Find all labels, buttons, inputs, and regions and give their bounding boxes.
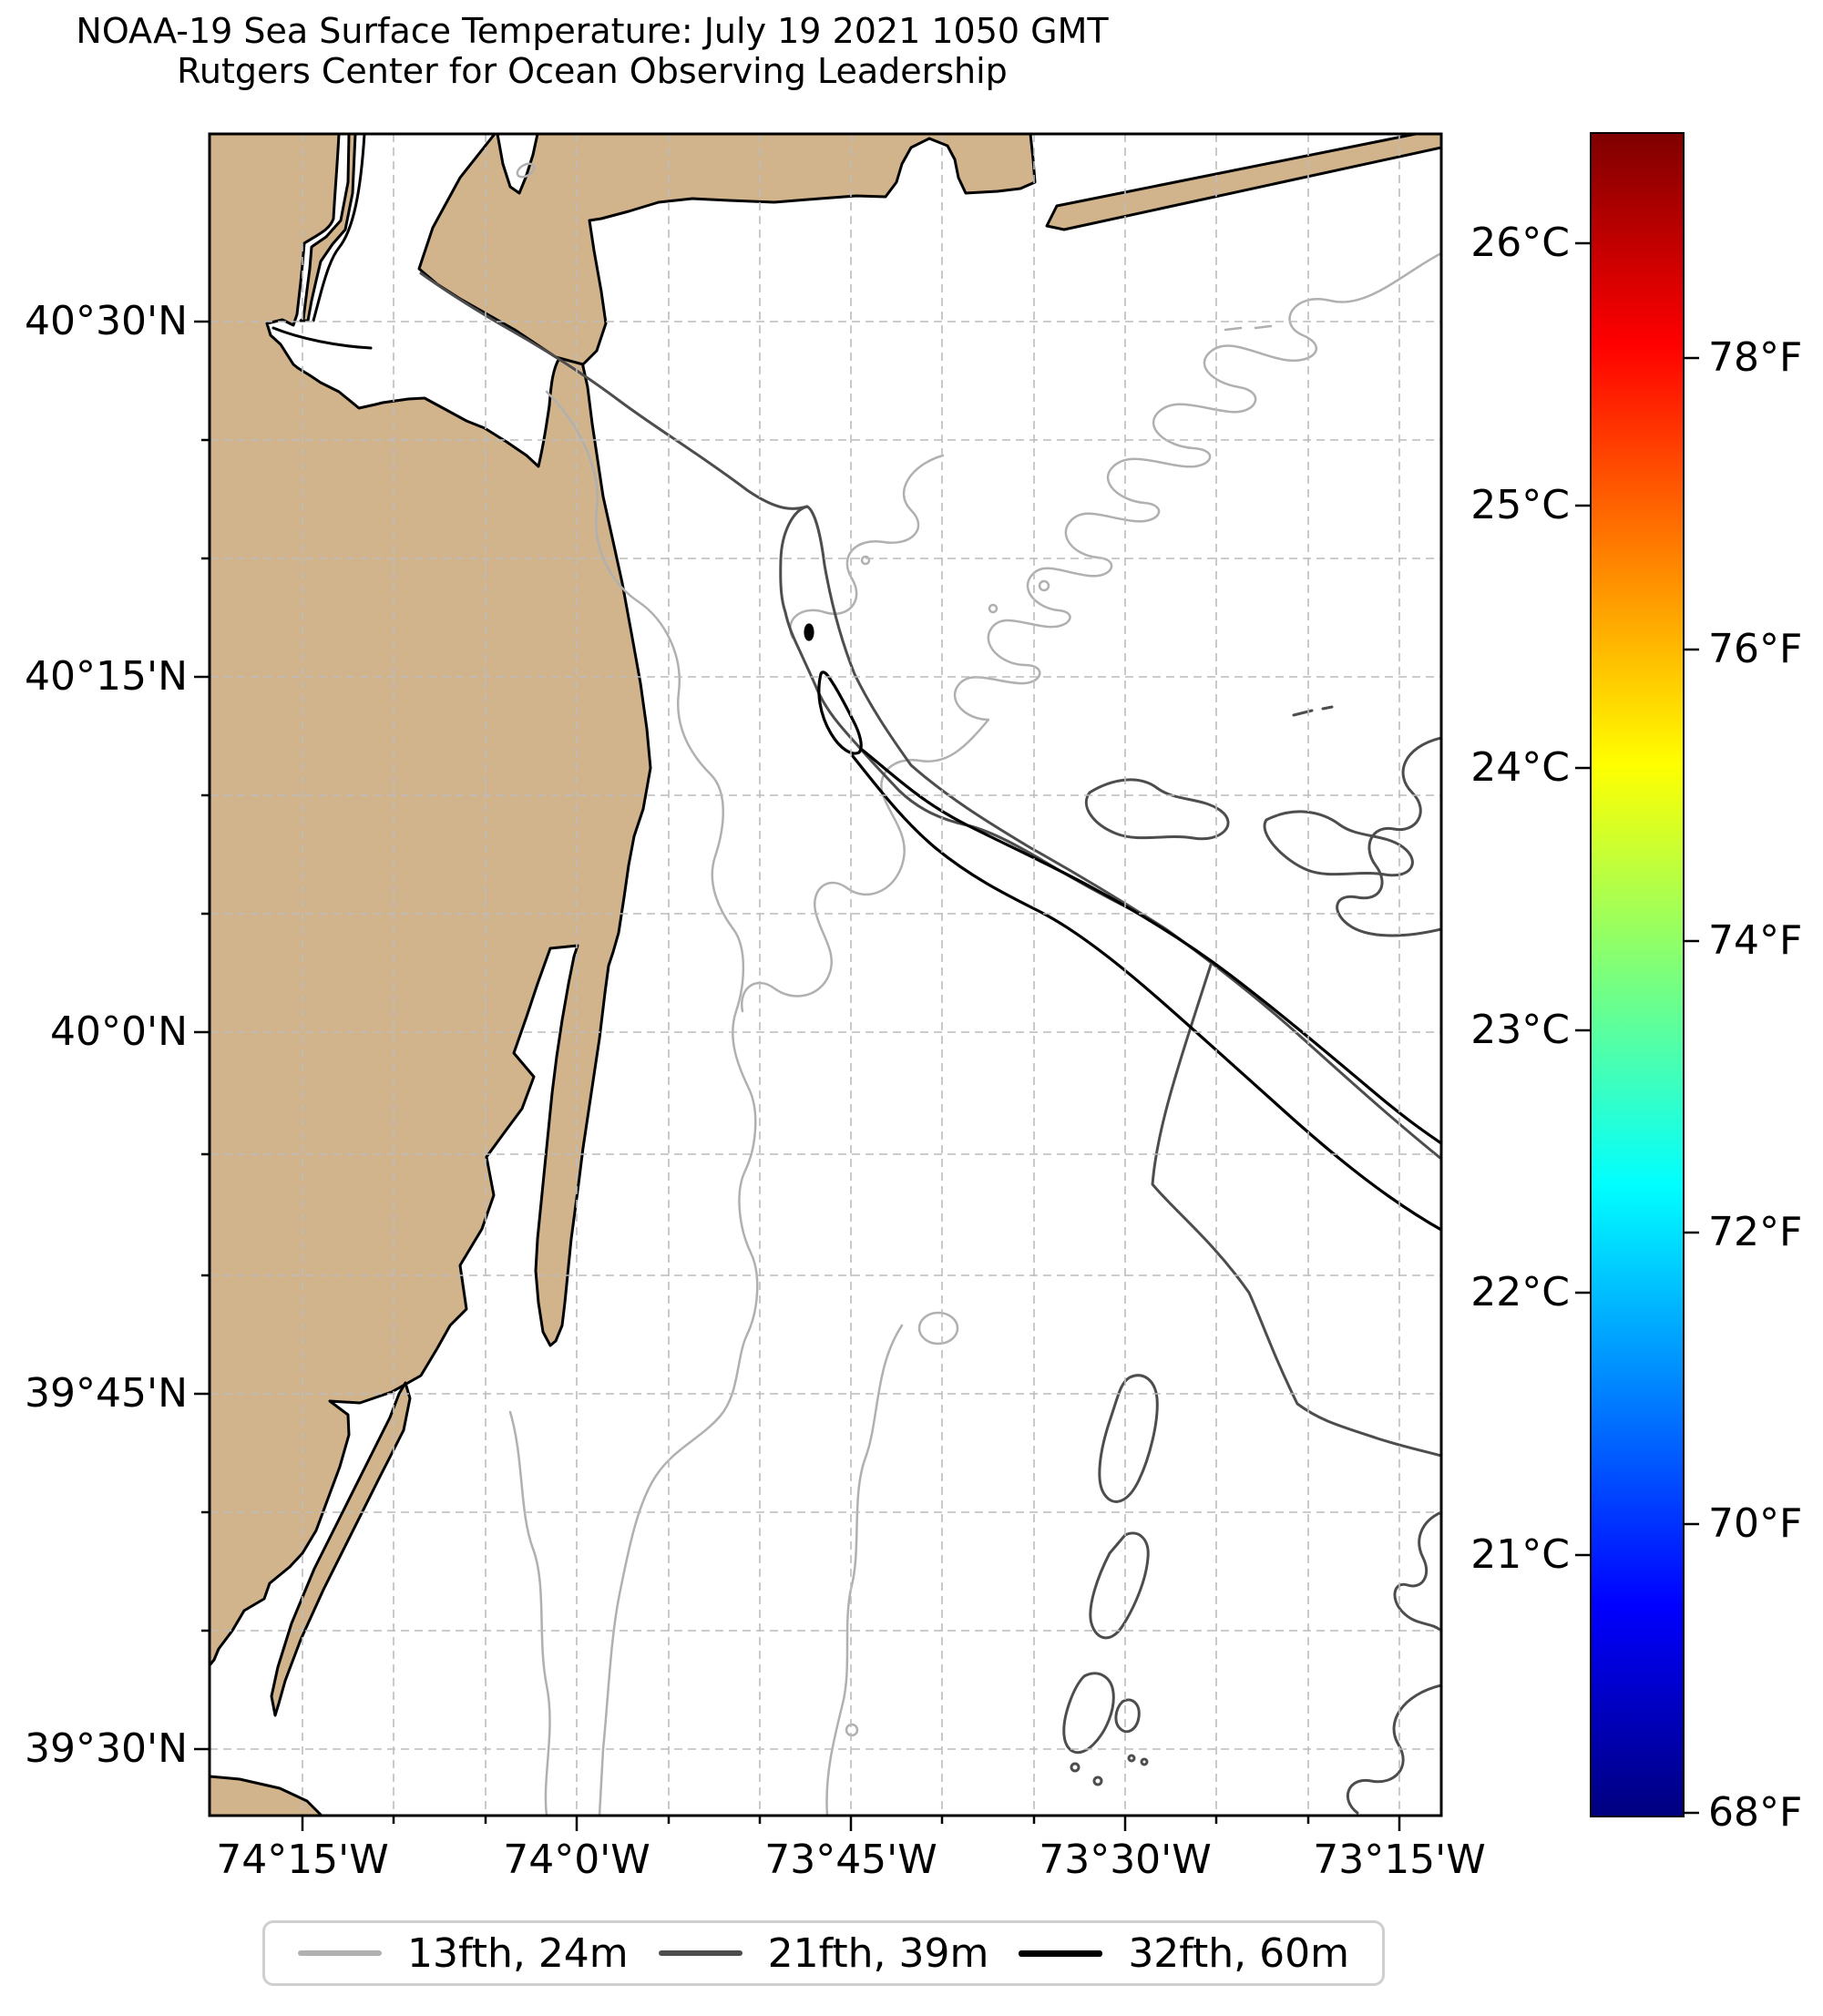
y-axis-ticks (194, 320, 209, 1751)
axes-frame (194, 132, 1699, 1831)
x-axis-ticks (301, 1816, 1401, 1831)
legend-entry-32fth: 32fth, 60m (1019, 1930, 1349, 1977)
lon-tick-74-15: 74°15'W (216, 1837, 389, 1883)
title-line-2: Rutgers Center for Ocean Observing Leade… (177, 51, 1008, 91)
lat-tick-40-15: 40°15'N (25, 653, 188, 700)
cbar-f-70: 70°F (1708, 1500, 1803, 1547)
cbar-c-26: 26°C (1470, 220, 1570, 266)
colorbar (1590, 132, 1685, 1817)
lon-tick-73-30: 73°30'W (1039, 1837, 1212, 1883)
title-line-1: NOAA-19 Sea Surface Temperature: July 19… (76, 11, 1109, 51)
lat-tick-40-0: 40°0'N (50, 1008, 188, 1055)
contour-legend: 13fth, 24m 21fth, 39m 32fth, 60m (262, 1920, 1385, 1986)
lat-tick-39-30: 39°30'N (25, 1725, 188, 1772)
land-long-beach-island (270, 1381, 412, 1717)
lon-tick-74-0: 74°0'W (503, 1837, 650, 1883)
legend-label-32fth: 32fth, 60m (1128, 1929, 1349, 1977)
legend-entry-21fth: 21fth, 39m (658, 1929, 989, 1977)
lon-tick-73-15: 73°15'W (1313, 1837, 1486, 1883)
coastline-lines (271, 134, 373, 350)
cbar-c-24: 24°C (1470, 744, 1570, 791)
legend-label-21fth: 21fth, 39m (767, 1929, 989, 1977)
legend-line-13fth-icon (298, 1950, 382, 1956)
lat-tick-39-45: 39°45'N (25, 1370, 188, 1417)
legend-line-32fth-icon (1019, 1949, 1103, 1957)
legend-line-21fth-icon (658, 1950, 743, 1956)
cbar-f-76: 76°F (1708, 626, 1803, 672)
cbar-f-74: 74°F (1708, 917, 1803, 964)
cbar-f-72: 72°F (1708, 1209, 1803, 1255)
contours-32fth (804, 623, 1441, 1232)
land-cape-wedge (210, 1775, 323, 1816)
cbar-f-78: 78°F (1708, 334, 1803, 381)
graticule (210, 134, 1441, 1816)
lat-tick-40-30: 40°30'N (25, 298, 188, 344)
legend-entry-13fth: 13fth, 24m (298, 1930, 629, 1977)
cbar-c-21: 21°C (1470, 1531, 1570, 1578)
lon-tick-73-45: 73°45'W (764, 1837, 937, 1883)
land-long-island-west (417, 134, 1037, 366)
cbar-c-25: 25°C (1470, 482, 1570, 528)
water-east-channel-notch (496, 134, 539, 195)
cbar-c-23: 23°C (1470, 1007, 1570, 1053)
land-new-jersey (210, 134, 652, 1667)
contours-21fth (419, 271, 1441, 1815)
cbar-c-22: 22°C (1470, 1269, 1570, 1315)
land-barrier-spit (1045, 134, 1441, 231)
land-polygons (210, 134, 1441, 1816)
figure-title: NOAA-19 Sea Surface Temperature: July 19… (0, 11, 1184, 91)
land-hudson-sliver (299, 134, 357, 322)
cbar-f-68: 68°F (1708, 1789, 1803, 1836)
contours-13fth (508, 162, 1441, 1816)
legend-label-13fth: 13fth, 24m (407, 1929, 629, 1977)
colorbar-ticks (1575, 241, 1699, 1815)
